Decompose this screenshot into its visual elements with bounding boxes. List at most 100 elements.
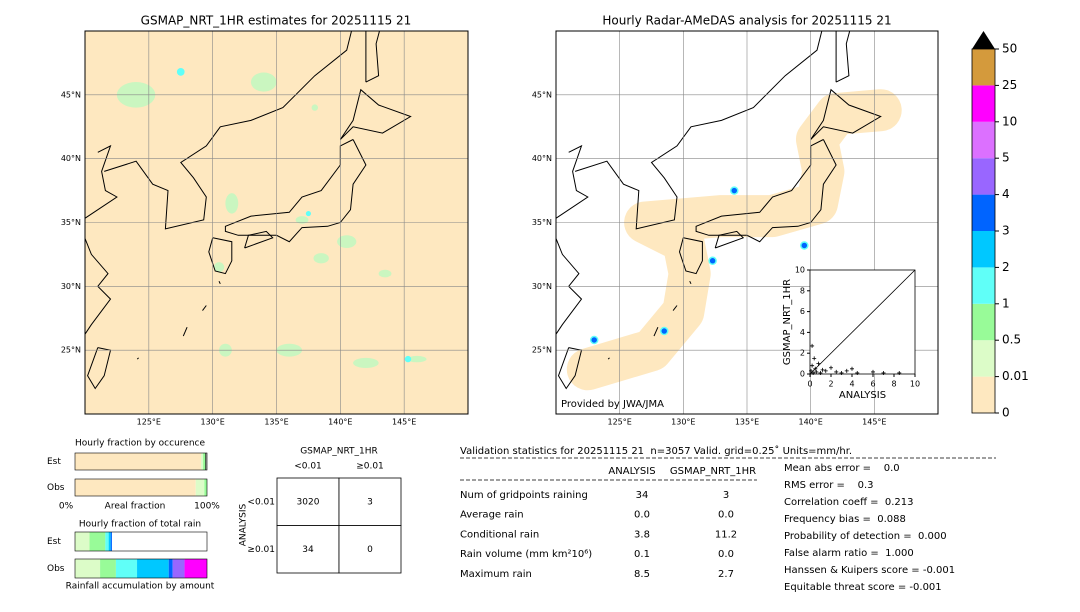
row-label: <0.01 bbox=[247, 497, 275, 507]
y-tick-label: 30°N bbox=[61, 282, 81, 291]
colorbar-segment bbox=[972, 121, 995, 159]
coastline bbox=[574, 31, 823, 230]
scatter-point bbox=[816, 361, 821, 366]
fraction-panels: Hourly fraction by occurence Est Obs 0% Area… bbox=[47, 439, 220, 592]
scatter-point bbox=[812, 356, 817, 361]
fraction-segment bbox=[110, 532, 112, 551]
y-axis-label: GSMAP_NRT_1HR bbox=[782, 279, 793, 365]
coastline bbox=[365, 31, 381, 83]
y-tick-label: 10 bbox=[795, 266, 805, 275]
x-tick-label: 2 bbox=[828, 380, 833, 389]
bar-frame bbox=[74, 478, 208, 497]
x-tick-label: 140°E bbox=[328, 418, 352, 427]
map-credit: Provided by JWA/JMA bbox=[561, 399, 664, 410]
scatter-point bbox=[897, 370, 902, 375]
map-frame bbox=[555, 30, 939, 415]
colorbar-segment bbox=[972, 49, 995, 86]
coastline bbox=[689, 280, 692, 285]
row-label: Num of gridpoints raining bbox=[460, 490, 588, 501]
bar-frame bbox=[74, 531, 208, 552]
coastline bbox=[835, 31, 851, 83]
row-label: Conditional rain bbox=[460, 529, 539, 540]
column-label: <0.01 bbox=[294, 462, 322, 472]
score: Correlation coeff = 0.213 bbox=[784, 497, 914, 508]
y-tick-label: 0 bbox=[800, 370, 805, 379]
x-tick-label: 125°E bbox=[137, 418, 161, 427]
table-cell bbox=[276, 525, 340, 574]
table-cell bbox=[338, 525, 402, 574]
coastline bbox=[224, 139, 367, 243]
row-value: 11.2 bbox=[715, 529, 737, 540]
x-tick-label: 0 bbox=[807, 380, 812, 389]
colorbar-segment bbox=[972, 303, 995, 341]
scatter-point bbox=[844, 368, 849, 373]
score: Equitable threat score = -0.001 bbox=[784, 582, 942, 593]
fraction-segment bbox=[115, 559, 138, 578]
cell-value: 3 bbox=[367, 497, 373, 507]
axis-label: Rainfall accumulation by amount bbox=[66, 582, 215, 592]
row-label: Rain volume (mm km²10⁶) bbox=[460, 549, 592, 560]
rain-area bbox=[337, 235, 357, 249]
coastline bbox=[653, 326, 659, 337]
y-tick-label: 45°N bbox=[61, 90, 81, 99]
colorbar-segment bbox=[972, 340, 995, 377]
colorbar: 0 0.01 0.5 1 2 3 4 5 10 25 50 bbox=[971, 31, 1029, 420]
coastline bbox=[678, 237, 703, 275]
colorbar-tick-label: 1 bbox=[1002, 296, 1010, 310]
x-tick-label: 4 bbox=[849, 380, 854, 389]
row-value: 0.0 bbox=[634, 510, 650, 521]
column-label: ≥0.01 bbox=[356, 462, 384, 472]
axis-label: Areal fraction bbox=[105, 502, 166, 512]
y-tick-label: 2 bbox=[800, 349, 805, 358]
panel-title: Hourly fraction by occurence bbox=[75, 439, 205, 449]
contingency-table: GSMAP_NRT_1HR<0.01 ≥0.01ANALYSIS<0.01≥0.0… bbox=[239, 447, 402, 574]
scatter-point bbox=[855, 370, 860, 375]
colorbar-tick-label: 0.5 bbox=[1002, 333, 1021, 347]
map-left: 125°E 130°E 135°E 140°E 145°E 25°N 30°N 35°N 40°… bbox=[61, 30, 469, 427]
y-tick-label: 35°N bbox=[532, 218, 552, 227]
fraction-segment bbox=[137, 559, 169, 578]
rain-area bbox=[311, 104, 318, 111]
scatter-point bbox=[809, 368, 814, 373]
axis-left-label: 0% bbox=[59, 502, 74, 512]
map-frame bbox=[84, 30, 469, 415]
scatter-point bbox=[820, 367, 825, 372]
scatter-point bbox=[810, 363, 815, 368]
scatter-point bbox=[839, 370, 844, 375]
y-tick-label: 40°N bbox=[532, 154, 552, 163]
panel-title: Hourly fraction of total rain bbox=[79, 520, 201, 530]
coastline bbox=[87, 347, 112, 390]
rain-core bbox=[730, 186, 739, 195]
row-value: 34 bbox=[636, 490, 649, 501]
coastline bbox=[672, 305, 678, 311]
coastline bbox=[339, 88, 412, 140]
colorbar-segment bbox=[972, 231, 995, 268]
scatter-point bbox=[871, 369, 875, 374]
fraction-segment bbox=[204, 479, 207, 496]
fraction-segment bbox=[75, 453, 202, 470]
fraction-segment bbox=[111, 532, 207, 551]
map-title: GSMAP_NRT_1HR estimates for 20251115 21 bbox=[141, 14, 412, 28]
scatter-point bbox=[823, 368, 828, 373]
rain-core bbox=[589, 335, 599, 345]
y-tick-label: 30°N bbox=[532, 282, 552, 291]
score: False alarm ratio = 1.000 bbox=[784, 548, 914, 559]
fraction-segment bbox=[75, 532, 90, 551]
x-tick-label: 130°E bbox=[671, 418, 695, 427]
y-tick-label: 40°N bbox=[61, 154, 81, 163]
fraction-segment bbox=[75, 559, 101, 578]
coastline bbox=[218, 280, 221, 285]
coastline bbox=[714, 230, 745, 249]
scatter-point bbox=[818, 370, 823, 375]
y-tick-label: 45°N bbox=[532, 90, 552, 99]
rain-area bbox=[295, 216, 309, 224]
coastline bbox=[208, 237, 233, 275]
fraction-segment bbox=[203, 453, 206, 470]
validation-stats: Validation statistics for 20251115 21 n=… bbox=[460, 445, 996, 593]
x-tick-label: 130°E bbox=[201, 418, 225, 427]
coastline bbox=[556, 144, 589, 336]
fraction-segment bbox=[100, 559, 116, 578]
colorbar-segment bbox=[972, 267, 995, 304]
fraction-segment bbox=[172, 559, 185, 578]
x-tick-label: 6 bbox=[870, 380, 875, 389]
